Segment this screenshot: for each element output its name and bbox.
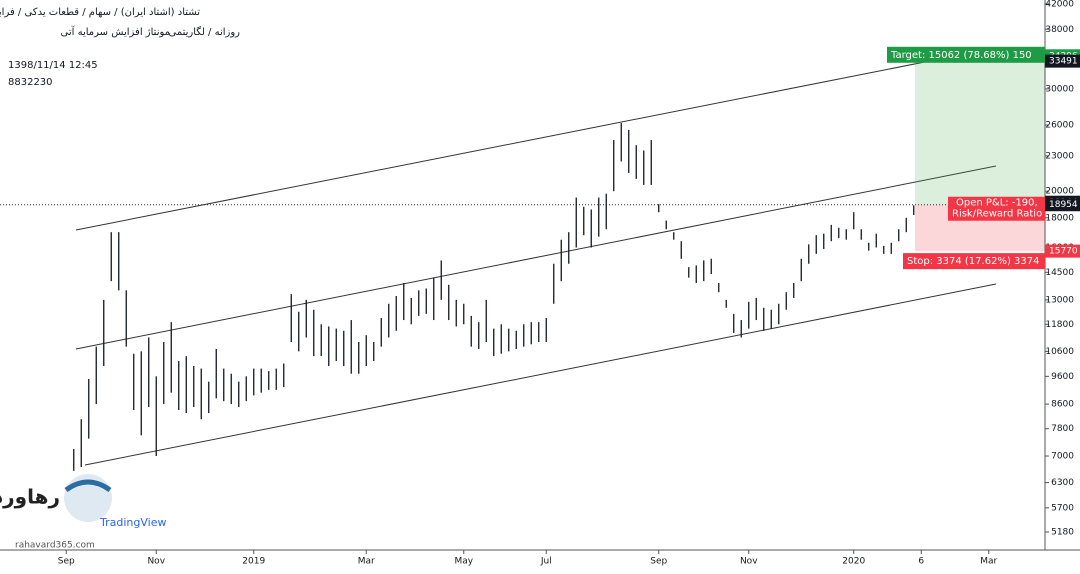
- trend-line: [75, 165, 997, 350]
- target-zone: [915, 55, 1045, 205]
- stop-label: Stop: 3374 (17.62%) 3374: [907, 256, 1039, 267]
- price-tag: [1045, 54, 1080, 68]
- volume-text: 8832230: [8, 77, 53, 88]
- y-tick-label: 42000: [1045, 0, 1074, 10]
- price-tag-label: 15770: [1049, 247, 1078, 257]
- pnl-label: Open P&L: -190,: [956, 198, 1038, 209]
- x-tick-label: Sep: [650, 557, 667, 567]
- y-tick-label: 23000: [1045, 151, 1074, 161]
- x-tick-label: May: [454, 557, 473, 567]
- x-tick-label: 2019: [242, 557, 265, 567]
- y-tick-label: 8600: [1051, 400, 1074, 410]
- y-tick-label: 5180: [1051, 527, 1074, 537]
- y-tick-label: 11800: [1045, 320, 1074, 330]
- x-tick-label: 6: [918, 557, 924, 567]
- y-tick-label: 26000: [1045, 120, 1074, 130]
- ratio-label: Risk/Reward Ratio: [952, 209, 1042, 220]
- watermark-platform: TradingView: [99, 516, 166, 529]
- chart-title: تشتاد (اشتاد ایران) / سهام / قطعات یدکی …: [0, 7, 200, 18]
- y-tick-label: 9600: [1051, 372, 1074, 382]
- x-tick-label: Nov: [740, 557, 758, 567]
- trend-line: [75, 54, 961, 231]
- y-tick-label: 5700: [1051, 503, 1074, 513]
- price-tag: [1045, 198, 1080, 212]
- chart-subtitle: مونتاژ افزایش سرمایه آتی: [61, 25, 170, 38]
- y-tick-label: 38000: [1045, 25, 1074, 35]
- y-tick-label: 6300: [1051, 478, 1074, 488]
- x-tick-label: Sep: [58, 557, 75, 567]
- x-tick-label: Mar: [358, 557, 375, 567]
- y-tick-label: 10600: [1045, 347, 1074, 357]
- stop-label-box: [903, 253, 1045, 270]
- x-tick-label: Nov: [147, 557, 165, 567]
- trend-line: [84, 283, 997, 466]
- target-label-box: [887, 46, 1045, 63]
- y-tick-label: 30000: [1045, 84, 1074, 94]
- chart-subtitle: روزانه / لگاریتمی: [169, 26, 241, 38]
- datetime: 1398/11/14 12:45: [8, 60, 98, 71]
- price-tag-label: 18954: [1049, 200, 1078, 210]
- x-tick-label: Jul: [540, 557, 552, 567]
- y-tick-label: 13000: [1045, 295, 1074, 305]
- x-tick-label: Mar: [980, 557, 997, 567]
- price-tag-label: 33491: [1049, 57, 1078, 67]
- y-tick-label: 18000: [1045, 213, 1074, 223]
- plot-area: [0, 54, 1045, 471]
- logo: [64, 479, 112, 493]
- watermark-site: rahavard365.com: [15, 541, 95, 551]
- y-tick-label: 7000: [1051, 452, 1074, 462]
- y-tick-label: 20000: [1045, 187, 1074, 197]
- price-tag: [1045, 244, 1080, 258]
- x-tick-label: 2020: [842, 557, 865, 567]
- pnl-box: [948, 196, 1045, 221]
- watermark: رهاورد ۳۶۵ TradingView rahavard365.com: [0, 474, 166, 551]
- y-tick-label: 7800: [1051, 424, 1074, 434]
- watermark-brand: رهاورد ۳۶۵: [0, 485, 60, 509]
- target-label: Target: 15062 (78.68%) 150: [890, 50, 1032, 61]
- y-tick-label: 14500: [1045, 268, 1074, 278]
